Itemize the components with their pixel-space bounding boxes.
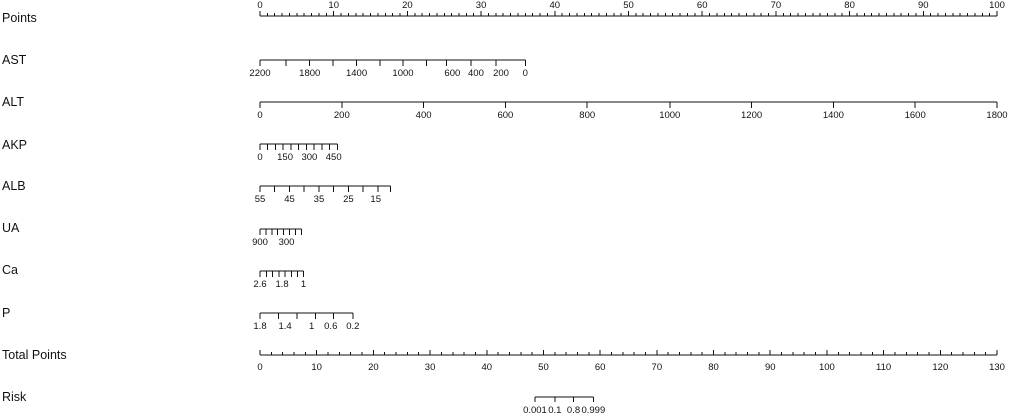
alt-tick-label: 400: [416, 110, 432, 121]
ast-tick-label: 600: [444, 68, 460, 79]
total-points-tick-label: 70: [652, 362, 663, 373]
risk-row-label: Risk: [2, 390, 27, 404]
ast-tick-label: 200: [493, 68, 509, 79]
alt-tick-label: 1200: [741, 110, 762, 121]
p-tick-label: 0.6: [324, 321, 337, 332]
total-points-tick-label: 40: [481, 362, 492, 373]
total-points-row-label: Total Points: [2, 348, 67, 362]
points-tick-label: 50: [623, 0, 634, 11]
total-points-tick-label: 10: [311, 362, 322, 373]
ast-tick-label: 400: [468, 68, 484, 79]
alt-tick-label: 1800: [986, 110, 1007, 121]
alt-tick-label: 1000: [659, 110, 680, 121]
alb-row-label: ALB: [2, 179, 26, 193]
total-points-tick-label: 120: [932, 362, 948, 373]
akp-tick-label: 450: [326, 152, 342, 163]
alb-tick-label: 15: [370, 194, 381, 205]
risk-tick-label: 0.001: [523, 405, 547, 414]
akp-row-label: AKP: [2, 138, 27, 152]
akp-tick-label: 150: [277, 152, 293, 163]
ast-tick-label: 1800: [299, 68, 320, 79]
alb-tick-label: 35: [314, 194, 325, 205]
akp-tick-label: 0: [257, 152, 262, 163]
points-tick-label: 100: [989, 0, 1005, 11]
points-row-label: Points: [2, 11, 37, 25]
ast-tick-label: 1000: [392, 68, 413, 79]
ua-tick-label: 900: [252, 237, 268, 248]
total-points-tick-label: 130: [989, 362, 1005, 373]
ua-row-label: UA: [2, 221, 20, 235]
total-points-tick-label: 100: [819, 362, 835, 373]
total-points-tick-label: 30: [425, 362, 436, 373]
total-points-tick-label: 60: [595, 362, 606, 373]
p-tick-label: 1.8: [253, 321, 266, 332]
alt-tick-label: 600: [497, 110, 513, 121]
alt-tick-label: 1400: [823, 110, 844, 121]
alt-tick-label: 200: [334, 110, 350, 121]
alb-tick-label: 45: [284, 194, 295, 205]
total-points-tick-label: 90: [765, 362, 776, 373]
risk-tick-label: 0.999: [581, 405, 605, 414]
ast-tick-label: 0: [523, 68, 528, 79]
total-points-tick-label: 0: [257, 362, 262, 373]
ca-row-label: Ca: [2, 263, 18, 277]
alb-tick-label: 55: [255, 194, 266, 205]
points-tick-label: 90: [918, 0, 929, 11]
total-points-tick-label: 20: [368, 362, 379, 373]
p-tick-label: 1.4: [278, 321, 291, 332]
p-tick-label: 0.2: [346, 321, 359, 332]
akp-tick-label: 300: [301, 152, 317, 163]
points-tick-label: 20: [402, 0, 413, 11]
p-row-label: P: [2, 306, 10, 320]
ca-tick-label: 1.8: [276, 279, 289, 290]
points-tick-label: 30: [476, 0, 487, 11]
alt-tick-label: 800: [579, 110, 595, 121]
ast-row-label: AST: [2, 53, 27, 67]
points-tick-label: 70: [771, 0, 782, 11]
total-points-tick-label: 110: [876, 362, 891, 373]
ast-tick-label: 1400: [346, 68, 367, 79]
points-tick-label: 80: [844, 0, 855, 11]
ca-tick-label: 1: [301, 279, 306, 290]
alt-row-label: ALT: [2, 95, 24, 109]
points-tick-label: 0: [257, 0, 262, 11]
points-tick-label: 10: [328, 0, 339, 11]
alt-tick-label: 0: [257, 110, 262, 121]
ca-tick-label: 2.6: [253, 279, 266, 290]
alb-tick-label: 25: [343, 194, 354, 205]
alt-tick-label: 1600: [905, 110, 926, 121]
total-points-tick-label: 50: [538, 362, 549, 373]
ast-tick-label: 2200: [249, 68, 270, 79]
points-tick-label: 60: [697, 0, 708, 11]
risk-tick-label: 0.8: [567, 405, 580, 414]
risk-tick-label: 0.1: [548, 405, 561, 414]
p-tick-label: 1: [309, 321, 314, 332]
points-tick-label: 40: [550, 0, 561, 11]
ua-tick-label: 300: [279, 237, 295, 248]
total-points-tick-label: 80: [708, 362, 719, 373]
